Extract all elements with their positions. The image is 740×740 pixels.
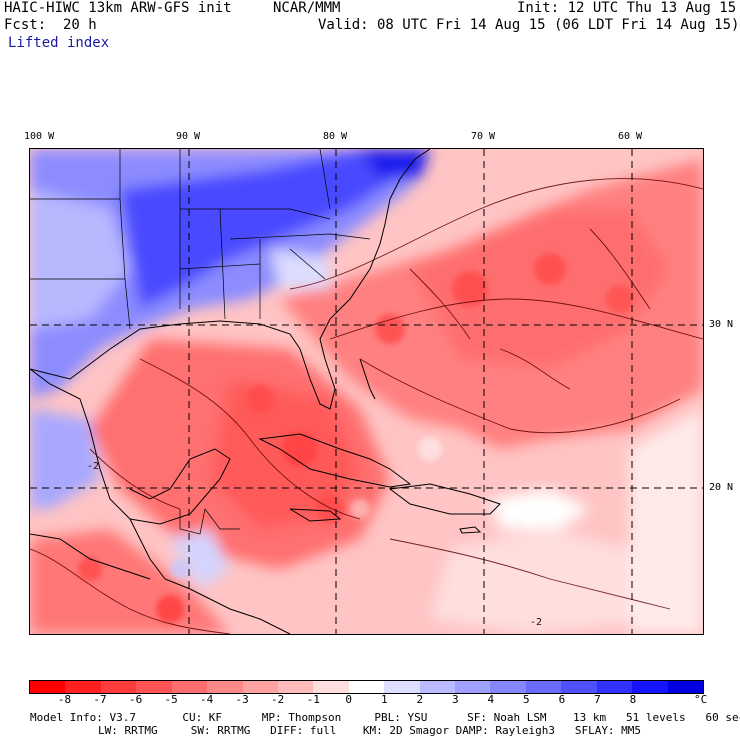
contour-lines bbox=[30, 178, 703, 634]
colorbar-tick-label: 2 bbox=[416, 693, 424, 706]
lon-label-60w: 60 W bbox=[618, 131, 643, 142]
colorbar-swatch bbox=[561, 681, 597, 693]
forecast-label: Fcst: bbox=[4, 17, 47, 33]
colorbar-tick-label: 0 bbox=[345, 693, 353, 706]
colorbar-swatch bbox=[30, 681, 66, 693]
colorbar-swatch bbox=[525, 681, 562, 693]
model-title: HAIC-HIWC 13km ARW-GFS init bbox=[4, 0, 232, 16]
colorbar-swatch bbox=[632, 681, 668, 693]
lon-label-70w: 70 W bbox=[471, 131, 496, 142]
colorbar-tick-label: 4 bbox=[487, 693, 495, 706]
colorbar-tick-label: 6 bbox=[558, 693, 566, 706]
colorbar-tick-label: -8 bbox=[57, 693, 72, 706]
colorbar-tick-label: 3 bbox=[452, 693, 459, 706]
valid-time: Valid: 08 UTC Fri 14 Aug 15 (06 LDT Fri … bbox=[318, 17, 740, 33]
colorbar-swatch bbox=[667, 681, 704, 693]
colorbar-tick-label: 8 bbox=[629, 693, 637, 706]
colorbar-swatch bbox=[596, 681, 633, 693]
map-canvas bbox=[30, 149, 703, 634]
contour-label-2: -2 bbox=[530, 617, 543, 628]
colorbar-swatch bbox=[490, 681, 526, 693]
graticule bbox=[30, 149, 703, 634]
lon-label-80w: 80 W bbox=[323, 131, 348, 142]
model-info-line1: Model Info: V3.7 CU: KF MP: Thompson PBL… bbox=[30, 711, 740, 724]
field-shading bbox=[30, 149, 703, 634]
field-name: Lifted index bbox=[8, 35, 110, 51]
colorbar-tick-label: 1 bbox=[380, 693, 388, 706]
colorbar-tick-label: -5 bbox=[164, 693, 178, 706]
colorbar-swatch bbox=[100, 681, 137, 693]
lat-label-20n: 20 N bbox=[709, 482, 734, 493]
colorbar-tick-label: -7 bbox=[93, 693, 107, 706]
colorbar-tick-label: -3 bbox=[235, 693, 249, 706]
political-borders bbox=[30, 149, 371, 535]
lon-label-100w: 100 W bbox=[24, 131, 55, 142]
colorbar-swatch bbox=[65, 681, 101, 693]
org-label: NCAR/MMM bbox=[273, 0, 341, 16]
lifted-index-map: -2 -2 bbox=[29, 148, 704, 635]
lat-label-30n: 30 N bbox=[709, 319, 734, 330]
colorbar-tick-label: 7 bbox=[594, 693, 601, 706]
lon-label-90w: 90 W bbox=[176, 131, 201, 142]
colorbar-tick-label: -2 bbox=[271, 693, 285, 706]
colorbar-swatch bbox=[136, 681, 172, 693]
colorbar-swatch bbox=[242, 681, 278, 693]
colorbar-tick-label: -4 bbox=[200, 693, 214, 706]
colorbar-tick-label: 5 bbox=[523, 693, 530, 706]
model-info-line2: LW: RRTMG SW: RRTMG DIFF: full KM: 2D Sm… bbox=[98, 724, 642, 737]
forecast-value: 20 h bbox=[63, 17, 97, 33]
colorbar-swatch bbox=[277, 681, 314, 693]
init-time: Init: 12 UTC Thu 13 Aug 15 bbox=[517, 0, 737, 16]
colorbar-swatch bbox=[171, 681, 208, 693]
colorbar-swatch bbox=[419, 681, 456, 693]
field-texture bbox=[78, 253, 634, 623]
colorbar-swatch bbox=[384, 681, 420, 693]
colorbar-swatch bbox=[348, 681, 385, 693]
colorbar-swatch bbox=[207, 681, 243, 693]
colorbar-tick-label: -1 bbox=[306, 693, 320, 706]
colorbar bbox=[29, 680, 704, 694]
colorbar-unit: °C bbox=[694, 693, 708, 706]
coastlines bbox=[30, 149, 501, 634]
colorbar-swatch bbox=[313, 681, 349, 693]
contour-label: -2 bbox=[87, 461, 100, 472]
colorbar-swatch bbox=[455, 681, 491, 693]
colorbar-tick-label: -6 bbox=[128, 693, 143, 706]
